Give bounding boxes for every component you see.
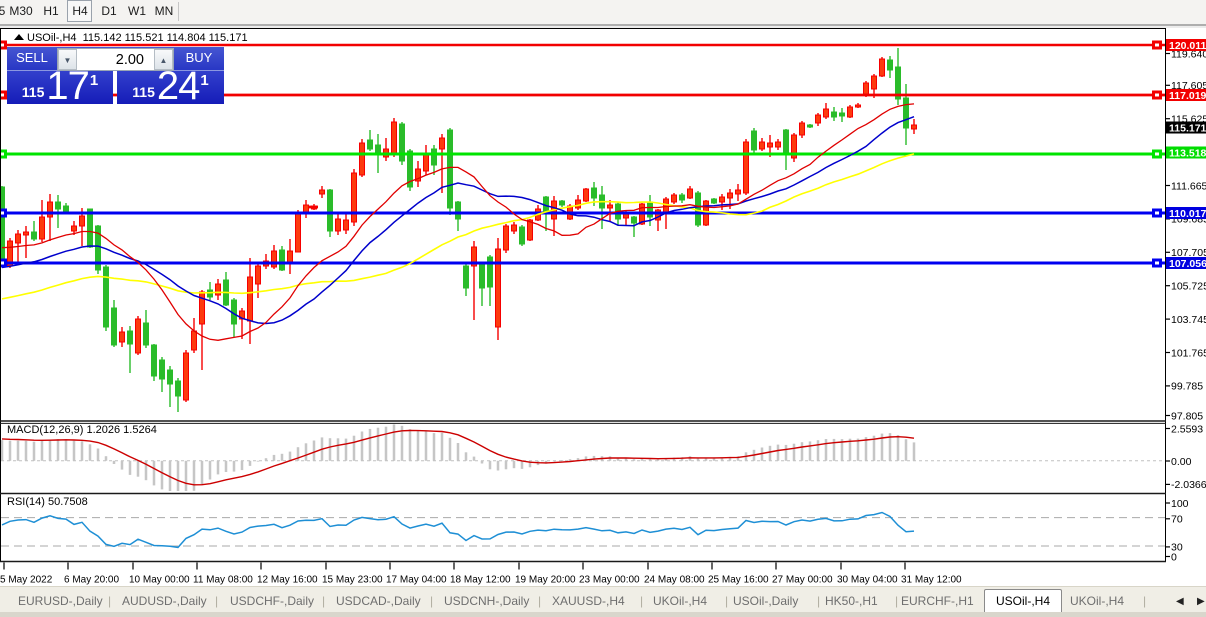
svg-text:USOil-,H4 115.142 115.521 114: USOil-,H4 115.142 115.521 114.804 115.17…: [27, 32, 248, 44]
svg-text:107.705: 107.705: [1171, 247, 1206, 259]
svg-text:25 May 16:00: 25 May 16:00: [708, 575, 769, 586]
svg-text:0: 0: [1171, 551, 1177, 563]
svg-text:30: 30: [1171, 542, 1183, 554]
svg-text:103.745: 103.745: [1171, 314, 1206, 326]
svg-text:117.019: 117.019: [1169, 90, 1206, 102]
svg-text:MACD(12,26,9) 1.2026 1.5264: MACD(12,26,9) 1.2026 1.5264: [7, 424, 157, 436]
svg-text:30 May 04:00: 30 May 04:00: [837, 575, 898, 586]
svg-text:18 May 12:00: 18 May 12:00: [450, 575, 511, 586]
svg-text:97.805: 97.805: [1171, 410, 1203, 422]
svg-text:RSI(14) 50.7508: RSI(14) 50.7508: [7, 496, 88, 508]
svg-text:12 May 16:00: 12 May 16:00: [257, 575, 318, 586]
svg-text:17 May 04:00: 17 May 04:00: [386, 575, 447, 586]
svg-text:101.765: 101.765: [1171, 347, 1206, 359]
svg-text:100: 100: [1171, 498, 1189, 510]
svg-text:-2.0366: -2.0366: [1171, 479, 1206, 491]
svg-text:0.00: 0.00: [1171, 456, 1192, 468]
svg-text:15 May 23:00: 15 May 23:00: [322, 575, 383, 586]
svg-text:24 May 08:00: 24 May 08:00: [644, 575, 705, 586]
svg-text:11 May 08:00: 11 May 08:00: [193, 575, 253, 586]
svg-text:115.171: 115.171: [1169, 123, 1206, 135]
svg-text:113.518: 113.518: [1169, 148, 1206, 160]
svg-text:23 May 00:00: 23 May 00:00: [579, 575, 640, 586]
svg-text:5 May 2022: 5 May 2022: [0, 575, 53, 586]
svg-text:120.011: 120.011: [1169, 40, 1206, 52]
svg-text:6 May 20:00: 6 May 20:00: [64, 575, 119, 586]
svg-text:99.785: 99.785: [1171, 381, 1203, 393]
svg-text:107.056: 107.056: [1169, 258, 1206, 270]
svg-text:70: 70: [1171, 514, 1183, 526]
svg-text:10 May 00:00: 10 May 00:00: [129, 575, 190, 586]
svg-text:119.640: 119.640: [1171, 48, 1206, 60]
svg-text:31 May 12:00: 31 May 12:00: [901, 575, 962, 586]
svg-text:105.725: 105.725: [1171, 281, 1206, 293]
svg-text:111.665: 111.665: [1171, 180, 1206, 192]
svg-text:19 May 20:00: 19 May 20:00: [515, 575, 576, 586]
svg-text:2.5593: 2.5593: [1171, 423, 1203, 435]
svg-text:27 May 00:00: 27 May 00:00: [772, 575, 833, 586]
svg-text:110.017: 110.017: [1169, 208, 1206, 220]
